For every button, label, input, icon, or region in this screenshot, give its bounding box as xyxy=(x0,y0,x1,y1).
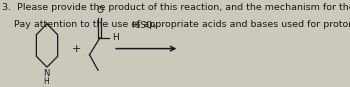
Text: H: H xyxy=(112,33,119,42)
Text: H: H xyxy=(43,77,49,86)
Text: N: N xyxy=(43,70,49,78)
Text: O: O xyxy=(96,6,103,15)
Text: Pay attention to the use of appropriate acids and bases used for proton transfer: Pay attention to the use of appropriate … xyxy=(2,20,350,29)
Text: +: + xyxy=(72,44,81,54)
Text: 3.  Please provide the product of this reaction, and the mechanism for the trans: 3. Please provide the product of this re… xyxy=(2,3,350,12)
Text: H₂SO₄: H₂SO₄ xyxy=(131,21,156,30)
